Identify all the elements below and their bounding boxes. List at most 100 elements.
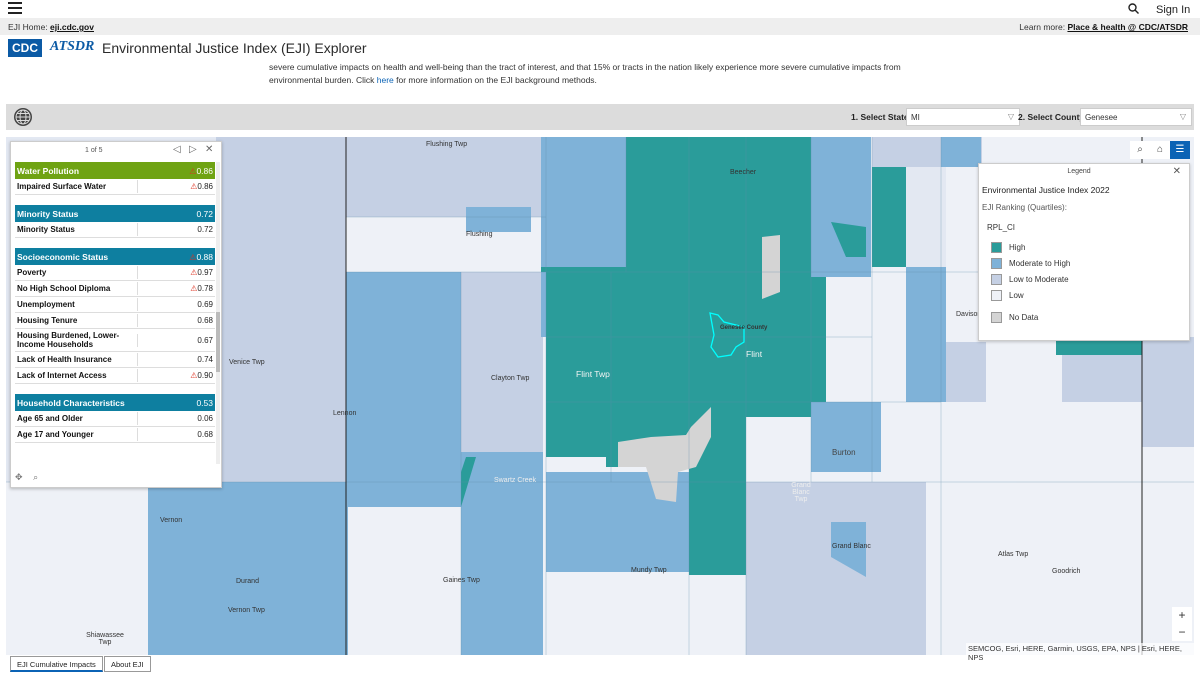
legend-icon[interactable]: ☰ — [1170, 141, 1190, 159]
legend-field: RPL_CI — [987, 223, 1016, 232]
table-spacer — [15, 384, 215, 394]
indicator-value-text: 0.88 — [196, 251, 213, 262]
legend-swatch — [991, 312, 1002, 323]
previous-icon[interactable]: ◁ — [173, 144, 181, 155]
legend-swatch — [991, 242, 1002, 253]
warning-icon: ⚠ — [190, 182, 198, 191]
warning-icon: ⚠ — [190, 268, 198, 277]
indicator-value: 0.68 — [137, 314, 215, 327]
indicator-name: Water Pollution — [17, 165, 80, 176]
map-label-shiawassee-twp: Shiawassee Twp — [86, 632, 124, 646]
indicator-value-text: 0.67 — [197, 335, 213, 345]
zoom-out-button[interactable]: − — [1178, 625, 1186, 639]
description-text: severe cumulative impacts on health and … — [269, 62, 901, 85]
indicator-value: 0.68 — [137, 428, 215, 441]
indicator-value: 0.06 — [137, 412, 215, 425]
indicator-name: Age 17 and Younger — [17, 430, 94, 439]
legend-swatch — [991, 274, 1002, 285]
atsdr-logo[interactable]: ATSDR — [50, 39, 95, 54]
county-select[interactable]: Genesee ▽ — [1080, 108, 1192, 126]
page-count: 1 of 5 — [85, 147, 103, 154]
close-icon[interactable]: ✕ — [205, 144, 214, 155]
warning-icon: ⚠ — [189, 166, 197, 176]
indicator-name: Poverty — [17, 268, 47, 277]
header: CDC ATSDR Environmental Justice Index (E… — [0, 36, 1200, 60]
indicator-value: 0.69 — [137, 298, 215, 311]
sub-bar: EJI Home: eji.cdc.gov Learn more: Place … — [0, 18, 1200, 35]
chevron-down-icon: ▽ — [1007, 112, 1014, 121]
indicator-value-text: 0.74 — [197, 355, 213, 364]
indicator-value-text: 0.72 — [196, 208, 213, 219]
table-row: Lack of Health Insurance 0.74 — [15, 352, 215, 368]
map-label-flushing-twp: Flushing Twp — [426, 141, 468, 148]
cdc-logo[interactable]: CDC — [8, 39, 42, 57]
indicator-value-text: 0.53 — [196, 397, 213, 408]
table-section-header: Household Characteristics 0.53 — [15, 394, 215, 411]
move-icon[interactable]: ✥ — [15, 472, 23, 482]
table-row: Age 17 and Younger 0.68 — [15, 427, 215, 443]
map-label-genesee-county: Genesee County — [720, 325, 768, 331]
indicator-name: Unemployment — [17, 300, 75, 309]
map-label-clayton-twp: Clayton Twp — [491, 375, 530, 382]
indicator-value-text: 0.69 — [197, 300, 213, 309]
sign-in-link[interactable]: Sign In — [1156, 4, 1191, 16]
map-label-flint: Flint — [746, 349, 763, 359]
indicator-name: Lack of Internet Access — [17, 371, 107, 380]
indicator-value: ⚠0.97 — [137, 266, 215, 279]
globe-icon[interactable] — [14, 108, 32, 126]
menu-icon[interactable] — [8, 2, 22, 14]
next-icon[interactable]: ▷ — [189, 144, 197, 155]
table-section-header: Water Pollution ⚠0.86 — [15, 162, 215, 179]
indicator-value: ⚠0.90 — [137, 369, 215, 382]
zoom-to-icon[interactable]: ⌕ — [33, 472, 39, 482]
indicator-value: 0.72 — [137, 207, 215, 221]
search-icon[interactable] — [1128, 2, 1139, 17]
map-label-mundy-twp: Mundy Twp — [631, 567, 667, 574]
map-attribution: SEMCOG, Esri, HERE, Garmin, USGS, EPA, N… — [966, 643, 1200, 663]
learn-prefix: Learn more: — [1019, 22, 1068, 32]
table-section-header: Minority Status 0.72 — [15, 205, 215, 222]
zoom-in-button[interactable]: + — [1178, 608, 1186, 622]
selection-toolbar: 1. Select State MI ▽ 2. Select County Gen… — [6, 104, 1194, 130]
popup-pager: 1 of 5 ◁ ▷ ✕ — [11, 142, 223, 160]
state-select[interactable]: MI ▽ — [906, 108, 1020, 126]
table-row: Poverty ⚠0.97 — [15, 265, 215, 281]
map-label-gaines-twp: Gaines Twp — [443, 577, 480, 584]
search-icon[interactable]: ⌕ — [1130, 141, 1150, 159]
close-icon[interactable]: ✕ — [1172, 166, 1181, 177]
methods-link[interactable]: here — [376, 75, 394, 85]
map-label-goodrich: Goodrich — [1052, 568, 1081, 575]
top-bar: Sign In — [0, 0, 1200, 18]
indicator-name: Age 65 and Older — [17, 414, 83, 423]
legend-swatch — [991, 258, 1002, 269]
table-spacer — [15, 195, 215, 205]
learn-more-link[interactable]: Place & health @ CDC/ATSDR — [1067, 22, 1188, 32]
table-row: Unemployment 0.69 — [15, 297, 215, 313]
indicator-value: ⚠0.78 — [137, 282, 215, 295]
tab-about-eji[interactable]: About EJI — [104, 656, 151, 672]
indicator-table: Water Pollution ⚠0.86 Impaired Surface Wat… — [15, 162, 215, 464]
home-icon[interactable]: ⌂ — [1150, 141, 1170, 159]
popup-footer: ✥ ⌕ — [15, 472, 38, 483]
eji-home-link[interactable]: eji.cdc.gov — [50, 22, 94, 32]
legend-label: Low to Moderate — [1009, 275, 1069, 284]
legend-label: Moderate to High — [1009, 259, 1071, 268]
indicator-value: 0.53 — [137, 396, 215, 410]
indicator-value-text: 0.06 — [197, 414, 213, 423]
legend-title: Environmental Justice Index 2022 — [982, 185, 1110, 195]
indicator-name: Housing Burdened, Lower-Income Household… — [17, 331, 120, 349]
map-label-venice-twp: Venice Twp — [229, 359, 265, 366]
scrollbar[interactable] — [216, 162, 220, 464]
indicator-value-text: 0.90 — [197, 371, 213, 380]
scrollbar-thumb[interactable] — [216, 312, 220, 372]
indicator-value: ⚠0.86 — [137, 180, 215, 193]
warning-icon: ⚠ — [190, 284, 198, 293]
chevron-down-icon: ▽ — [1179, 112, 1186, 121]
indicator-value-text: 0.68 — [197, 430, 213, 439]
county-value: Genesee — [1085, 113, 1118, 122]
eji-home: EJI Home: eji.cdc.gov — [8, 22, 94, 32]
tab-cumulative-impacts[interactable]: EJI Cumulative Impacts — [10, 656, 103, 672]
state-value: MI — [911, 113, 920, 122]
map-label-grand-blanc: Grand Blanc — [832, 543, 871, 550]
map-label-durand: Durand — [236, 578, 259, 585]
